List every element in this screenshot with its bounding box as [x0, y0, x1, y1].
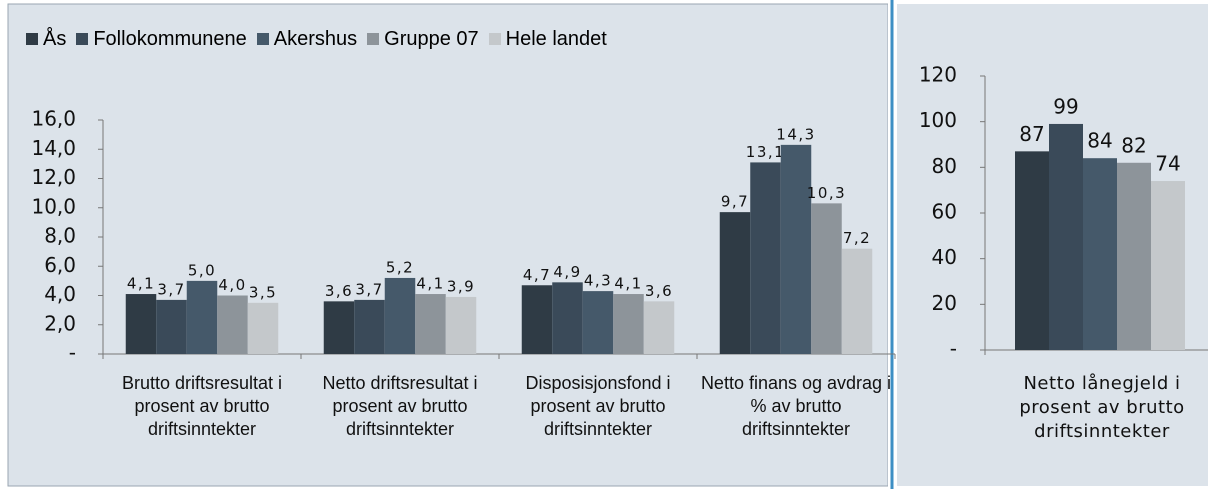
- bar: [323, 301, 355, 354]
- bar: [750, 162, 781, 354]
- bar: [552, 282, 583, 354]
- x-tick-label: Netto driftsresultat i prosent av brutto…: [322, 373, 478, 439]
- legend-swatch: [76, 33, 89, 45]
- y-tick-label: 6,0: [44, 253, 76, 277]
- y-tick-label: 16,0: [31, 107, 76, 131]
- y-tick-label: 8,0: [44, 224, 76, 248]
- bar: [125, 294, 157, 354]
- value-label: 4,1: [416, 275, 444, 293]
- value-label: 3,6: [645, 282, 673, 300]
- bar: [445, 296, 477, 354]
- value-label: 4,1: [127, 275, 155, 293]
- legend-item: Akershus: [256, 28, 358, 51]
- legend-item: Ås: [26, 28, 66, 51]
- bar: [521, 285, 553, 354]
- y-tick-label: 40: [932, 245, 957, 269]
- value-label: 3,7: [157, 280, 185, 298]
- bar: [841, 248, 873, 354]
- bar: [1083, 158, 1117, 350]
- value-label: 9,7: [721, 193, 749, 211]
- bar: [247, 302, 279, 354]
- y-tick-label: 2,0: [44, 311, 76, 335]
- y-tick-label: 100: [919, 108, 957, 132]
- y-tick-label: -: [950, 337, 957, 361]
- bar: [1015, 151, 1049, 350]
- legend: Ås Follokommunene Akershus Gruppe 07 Hele la…: [26, 28, 607, 51]
- value-label: 4,9: [553, 263, 581, 281]
- value-label: 7,2: [843, 229, 871, 247]
- legend-swatch: [367, 33, 380, 45]
- bar: [811, 203, 842, 354]
- value-label: 3,7: [355, 280, 383, 298]
- legend-item: Follokommunene: [76, 28, 247, 51]
- bar: [354, 299, 385, 354]
- bar: [582, 291, 614, 354]
- x-tick-label: Netto lånegjeld i prosent av brutto drif…: [1019, 373, 1185, 442]
- bar: [415, 294, 446, 354]
- bar: [613, 294, 644, 354]
- bar: [217, 295, 248, 354]
- value-label: 4,1: [614, 275, 642, 293]
- value-label: 84: [1087, 129, 1112, 153]
- y-tick-label: 14,0: [31, 136, 76, 160]
- value-label: 5,0: [188, 261, 216, 279]
- x-tick-label: Disposisjonsfond i prosent av brutto dri…: [525, 373, 671, 439]
- bar: [1049, 123, 1083, 350]
- y-tick-label: 120: [919, 63, 957, 87]
- bar: [1117, 162, 1151, 350]
- y-tick-label: 20: [932, 291, 957, 315]
- value-label: 10,3: [807, 184, 846, 202]
- legend-item: Gruppe 07: [367, 28, 479, 51]
- value-label: 82: [1121, 133, 1146, 157]
- y-tick-label: -: [69, 341, 76, 365]
- value-label: 87: [1019, 122, 1044, 146]
- bar: [780, 144, 812, 354]
- bar: [384, 277, 416, 354]
- legend-label: Gruppe 07: [384, 28, 479, 50]
- y-tick-label: 10,0: [31, 194, 76, 218]
- y-tick-label: 80: [932, 154, 957, 178]
- value-label: 4,3: [584, 272, 612, 290]
- bar: [186, 280, 218, 354]
- legend-label: Hele landet: [505, 28, 607, 50]
- value-label: 14,3: [776, 125, 815, 143]
- legend-swatch: [26, 33, 38, 45]
- value-label: 3,5: [249, 283, 277, 301]
- bar: [156, 299, 187, 354]
- x-tick-label: Brutto driftsresultat i prosent av brutt…: [121, 373, 283, 439]
- y-tick-label: 4,0: [44, 282, 76, 306]
- legend-item: Hele landet: [488, 28, 607, 51]
- value-label: 13,1: [746, 143, 785, 161]
- value-label: 4,7: [523, 266, 551, 284]
- value-label: 3,9: [447, 277, 475, 295]
- value-label: 74: [1155, 152, 1180, 176]
- bar: [1151, 181, 1185, 350]
- x-tick-label: Netto finans og avdrag i % av brutto dri…: [700, 373, 892, 439]
- bar: [643, 301, 675, 354]
- legend-label: Follokommunene: [93, 28, 247, 50]
- legend-swatch: [256, 33, 269, 45]
- value-label: 99: [1053, 94, 1078, 118]
- value-label: 3,6: [325, 282, 353, 300]
- bar: [719, 212, 751, 354]
- legend-label: Ås: [43, 28, 67, 50]
- value-label: 5,2: [386, 258, 414, 276]
- legend-swatch: [488, 33, 501, 45]
- y-tick-label: 60: [932, 200, 957, 224]
- legend-label: Akershus: [273, 28, 358, 50]
- value-label: 4,0: [218, 276, 246, 294]
- y-tick-label: 12,0: [31, 165, 76, 189]
